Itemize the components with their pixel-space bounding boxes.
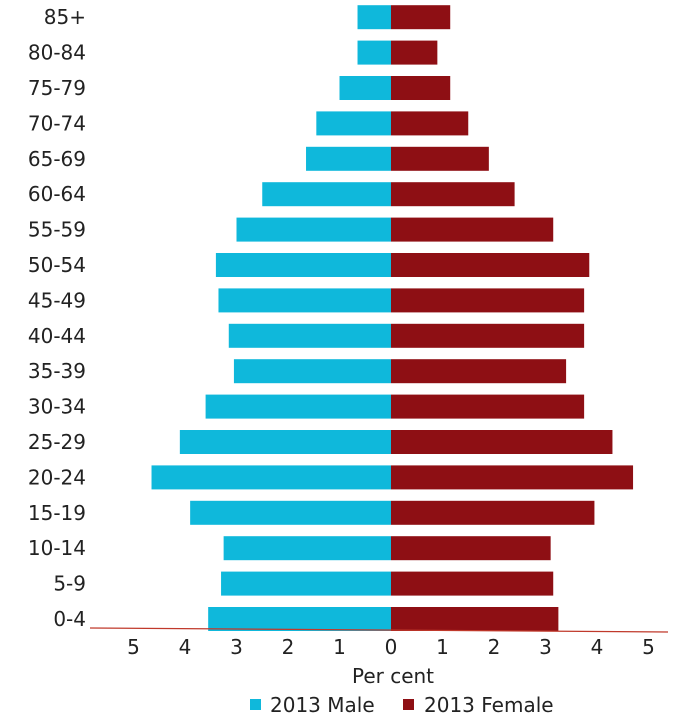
category-label-5-9: 5-9	[53, 572, 86, 596]
bar-male-80-84	[357, 40, 391, 65]
x-tick-label: 5	[642, 635, 655, 659]
legend-label-female: 2013 Female	[424, 693, 554, 717]
bar-female-30-34	[391, 394, 585, 419]
category-label-40-44: 40-44	[28, 324, 86, 348]
category-label-55-59: 55-59	[28, 218, 86, 242]
legend-label-male: 2013 Male	[270, 693, 375, 717]
x-axis-line	[89, 627, 669, 633]
category-label-70-74: 70-74	[28, 111, 86, 135]
x-tick-label: 4	[591, 635, 604, 659]
bar-male-25-29	[179, 430, 391, 454]
x-axis-label: Per cent	[352, 664, 434, 688]
bar-female-10-14	[391, 536, 551, 561]
category-label-0-4: 0-4	[53, 607, 86, 631]
category-label-35-39: 35-39	[28, 359, 86, 383]
legend: 2013 Male 2013 Female	[250, 693, 554, 717]
bar-male-5-9	[221, 571, 391, 596]
bar-male-15-19	[190, 500, 391, 525]
x-tick-label: 1	[436, 635, 449, 659]
bar-male-55-59	[236, 217, 391, 242]
bar-female-35-39	[391, 359, 567, 384]
bar-female-85+	[391, 5, 451, 30]
bar-female-0-4	[391, 607, 559, 631]
legend-swatch-male	[250, 699, 261, 710]
bar-female-55-59	[391, 217, 554, 242]
category-label-45-49: 45-49	[28, 288, 86, 312]
category-label-75-79: 75-79	[28, 76, 86, 100]
category-label-10-14: 10-14	[28, 536, 86, 560]
x-tick-label: 5	[127, 635, 140, 659]
category-label-30-34: 30-34	[28, 395, 86, 419]
bar-male-35-39	[233, 359, 391, 384]
category-label-80-84: 80-84	[28, 41, 86, 65]
category-label-25-29: 25-29	[28, 430, 86, 454]
bar-male-70-74	[316, 111, 391, 136]
category-labels: 0-4 5-9 10-14 15-19 20-24 25-29 30-34 35-39 40-4…	[28, 5, 86, 631]
x-tick-label: 0	[385, 635, 398, 659]
x-tick-label: 1	[333, 635, 346, 659]
x-tick-label: 2	[488, 635, 501, 659]
bar-male-40-44	[228, 323, 391, 348]
bar-female-75-79	[391, 76, 451, 100]
x-tick-labels: 5 4 3 2 1 0 1 2 3 4 5	[127, 635, 655, 659]
bar-female-50-54	[391, 253, 590, 277]
category-label-15-19: 15-19	[28, 501, 86, 525]
bar-male-65-69	[306, 146, 391, 171]
legend-swatch-female	[403, 699, 414, 710]
category-label-60-64: 60-64	[28, 182, 86, 206]
x-tick-label: 2	[282, 635, 295, 659]
bar-female-80-84	[391, 40, 438, 65]
x-tick-label: 3	[230, 635, 243, 659]
bar-female-65-69	[391, 146, 489, 171]
category-label-50-54: 50-54	[28, 253, 86, 277]
bar-male-30-34	[205, 394, 391, 419]
bar-male-10-14	[223, 536, 391, 561]
bar-male-50-54	[215, 253, 391, 277]
bar-female-60-64	[391, 182, 515, 207]
bar-male-85+	[357, 5, 391, 30]
category-label-85+: 85+	[44, 5, 86, 29]
bar-male-60-64	[262, 182, 391, 207]
bar-female-40-44	[391, 323, 585, 348]
bar-female-25-29	[391, 430, 613, 454]
bar-male-45-49	[218, 288, 391, 313]
x-tick-label: 4	[179, 635, 192, 659]
bar-female-45-49	[391, 288, 585, 313]
bar-female-20-24	[391, 465, 634, 490]
bar-male-0-4	[208, 607, 391, 631]
bar-female-15-19	[391, 500, 595, 525]
bar-female-70-74	[391, 111, 469, 136]
category-label-20-24: 20-24	[28, 465, 86, 489]
bar-male-75-79	[339, 76, 391, 100]
category-label-65-69: 65-69	[28, 147, 86, 171]
x-tick-label: 3	[539, 635, 552, 659]
bar-male-20-24	[151, 465, 391, 490]
bar-female-5-9	[391, 571, 554, 596]
bars-group	[151, 5, 634, 631]
